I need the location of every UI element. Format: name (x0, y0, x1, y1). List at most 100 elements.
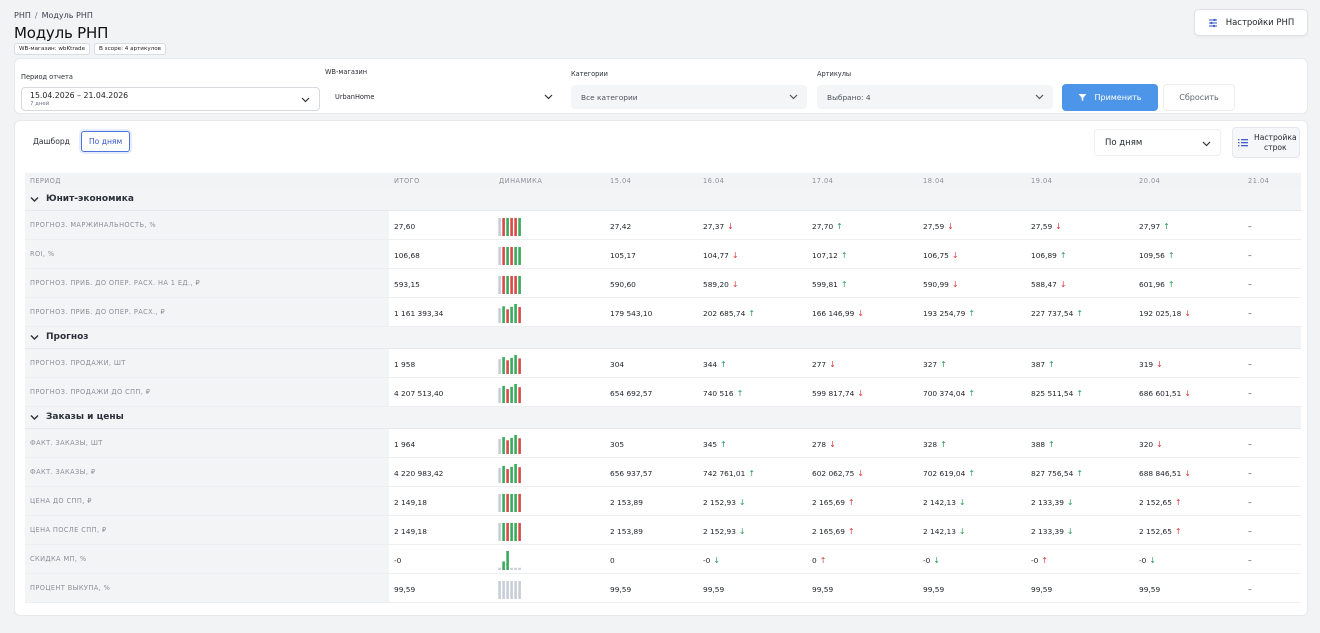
arrow-up-icon: ↑ (1174, 498, 1182, 507)
group-toggle[interactable]: Заказы и цены (30, 412, 124, 422)
arrow-down-icon: ↓ (829, 360, 836, 369)
day-value: 107,12 (812, 251, 838, 260)
table-row: ЦЕНА ПОСЛЕ СПП, ₽ 2 149,18 2 153,89 2 152,9… (25, 516, 1301, 545)
day-cell: 104,77 ↓ (703, 251, 739, 260)
header-period: ПЕРИОД (30, 177, 61, 185)
group-row[interactable]: Прогноз (25, 327, 1301, 349)
arrow-down-icon: ↓ (857, 469, 865, 478)
day-cell: 686 601,51 ↓ (1139, 389, 1191, 398)
day-cell: 277 ↓ (812, 360, 836, 369)
arrow-down-icon: ↓ (1184, 469, 1192, 478)
spark-bar (502, 306, 505, 323)
view-tabs: Дашборд По дням (26, 131, 131, 152)
spark-bar (498, 308, 501, 323)
arrow-down-icon: ↓ (1184, 389, 1192, 398)
day-cell: 654 692,57 (610, 389, 652, 398)
day-value: – (1248, 360, 1252, 369)
day-value: 99,59 (1031, 585, 1053, 594)
page-title: Модуль РНП (14, 24, 109, 42)
shop-select[interactable]: UrbanHome (325, 85, 562, 109)
period-picker[interactable]: 15.04.2026 – 21.04.2026 7 дней (21, 87, 320, 111)
spark-bar (498, 467, 501, 483)
chevron-down-icon (30, 196, 39, 202)
arrow-up-icon: ↑ (819, 556, 827, 565)
arrow-up-icon: ↑ (736, 389, 744, 398)
arrow-up-icon: ↑ (720, 360, 727, 369)
row-settings-button[interactable]: Настройка строк (1232, 127, 1300, 158)
header-cell: 15.04 (610, 177, 632, 185)
spark-bar (518, 438, 521, 454)
spark-bar (514, 522, 517, 541)
day-value: 278 (812, 440, 827, 449)
day-cell: 2 142,13 ↓ (923, 527, 966, 536)
total-cell: 99,59 (394, 585, 416, 594)
day-value: 2 152,93 (703, 498, 736, 507)
spark-bar (514, 435, 517, 454)
arrow-down-icon: ↓ (1156, 440, 1163, 449)
spark-bar (506, 246, 509, 265)
spark-bar (514, 275, 517, 294)
spark-bar (498, 275, 501, 294)
period-value: 15.04.2026 – 21.04.2026 (30, 91, 129, 100)
group-row[interactable]: Заказы и цены (25, 407, 1301, 429)
day-value: 590,60 (610, 280, 636, 289)
day-cell: 320 ↓ (1139, 440, 1163, 449)
day-value: 202 685,74 (703, 309, 746, 318)
apply-button[interactable]: Применить (1062, 84, 1158, 111)
day-value: 599 817,74 (812, 389, 855, 398)
arrow-up-icon: ↑ (1041, 556, 1049, 565)
sparkline (498, 522, 521, 541)
arrow-up-icon: ↑ (940, 440, 947, 449)
spark-bar (506, 309, 509, 323)
rnp-settings-button[interactable]: Настройки РНП (1194, 9, 1308, 36)
chevron-down-icon (30, 414, 39, 420)
day-value: 700 374,04 (923, 389, 966, 398)
spark-bar (502, 217, 505, 236)
day-cell: 2 152,93 ↓ (703, 527, 746, 536)
row-label: ЦЕНА ПОСЛЕ СПП, ₽ (25, 516, 389, 544)
table-row: ПРОГНОЗ. ПРИБ. ДО ОПЕР. РАСХ., ₽ 1 161 39… (25, 298, 1301, 327)
day-value: 2 152,93 (703, 527, 736, 536)
group-toggle[interactable]: Юнит-экономика (30, 194, 134, 204)
day-value: 388 (1031, 440, 1046, 449)
group-toggle[interactable]: Прогноз (30, 332, 89, 342)
categories-select[interactable]: Все категории (571, 85, 807, 109)
day-cell: 106,75 ↓ (923, 251, 959, 260)
group-row[interactable]: Юнит-экономика (25, 189, 1301, 211)
day-cell: 99,59 (610, 585, 631, 594)
breadcrumb-item-root[interactable]: РНП (14, 11, 31, 20)
day-value: 589,20 (703, 280, 729, 289)
day-value: 277 (812, 360, 827, 369)
day-cell: 27,70 ↑ (812, 222, 843, 231)
arrow-up-icon: ↑ (836, 222, 843, 231)
tab-by-days[interactable]: По дням (80, 131, 131, 152)
grouping-value: По дням (1105, 137, 1143, 148)
header-cell: 21.04 (1248, 177, 1270, 185)
articles-select[interactable]: Выбрано: 4 (817, 85, 1053, 109)
row-label: ФАКТ. ЗАКАЗЫ, ₽ (25, 458, 389, 486)
grouping-select[interactable]: По дням (1094, 129, 1221, 156)
arrow-down-icon: ↓ (1184, 309, 1192, 318)
day-cell: 2 133,39 ↓ (1031, 527, 1074, 536)
spark-bar (510, 522, 513, 541)
arrow-down-icon: ↓ (951, 280, 959, 289)
day-cell: 192 025,18 ↓ (1139, 309, 1191, 318)
tab-dashboard[interactable]: Дашборд (33, 137, 70, 146)
total-cell: 4 207 513,40 (394, 389, 444, 398)
arrow-down-icon: ↓ (1149, 556, 1157, 565)
arrow-down-icon: ↓ (1156, 360, 1163, 369)
arrow-up-icon: ↑ (1048, 360, 1055, 369)
day-cell: 27,37 ↓ (703, 222, 734, 231)
spark-bar (510, 580, 513, 599)
day-cell: 345 ↑ (703, 440, 727, 449)
row-label: ПРОГНОЗ. ПРОДАЖИ, ШТ (25, 349, 389, 377)
day-cell: – (1248, 309, 1252, 318)
arrow-up-icon: ↑ (1167, 280, 1175, 289)
sparkline (498, 246, 521, 265)
spark-bar (514, 464, 517, 483)
day-cell: 99,59 (1031, 585, 1052, 594)
spark-bar (502, 437, 505, 454)
day-value: 106,89 (1031, 251, 1057, 260)
reset-button[interactable]: Сбросить (1163, 84, 1235, 111)
arrow-down-icon: ↓ (933, 556, 941, 565)
